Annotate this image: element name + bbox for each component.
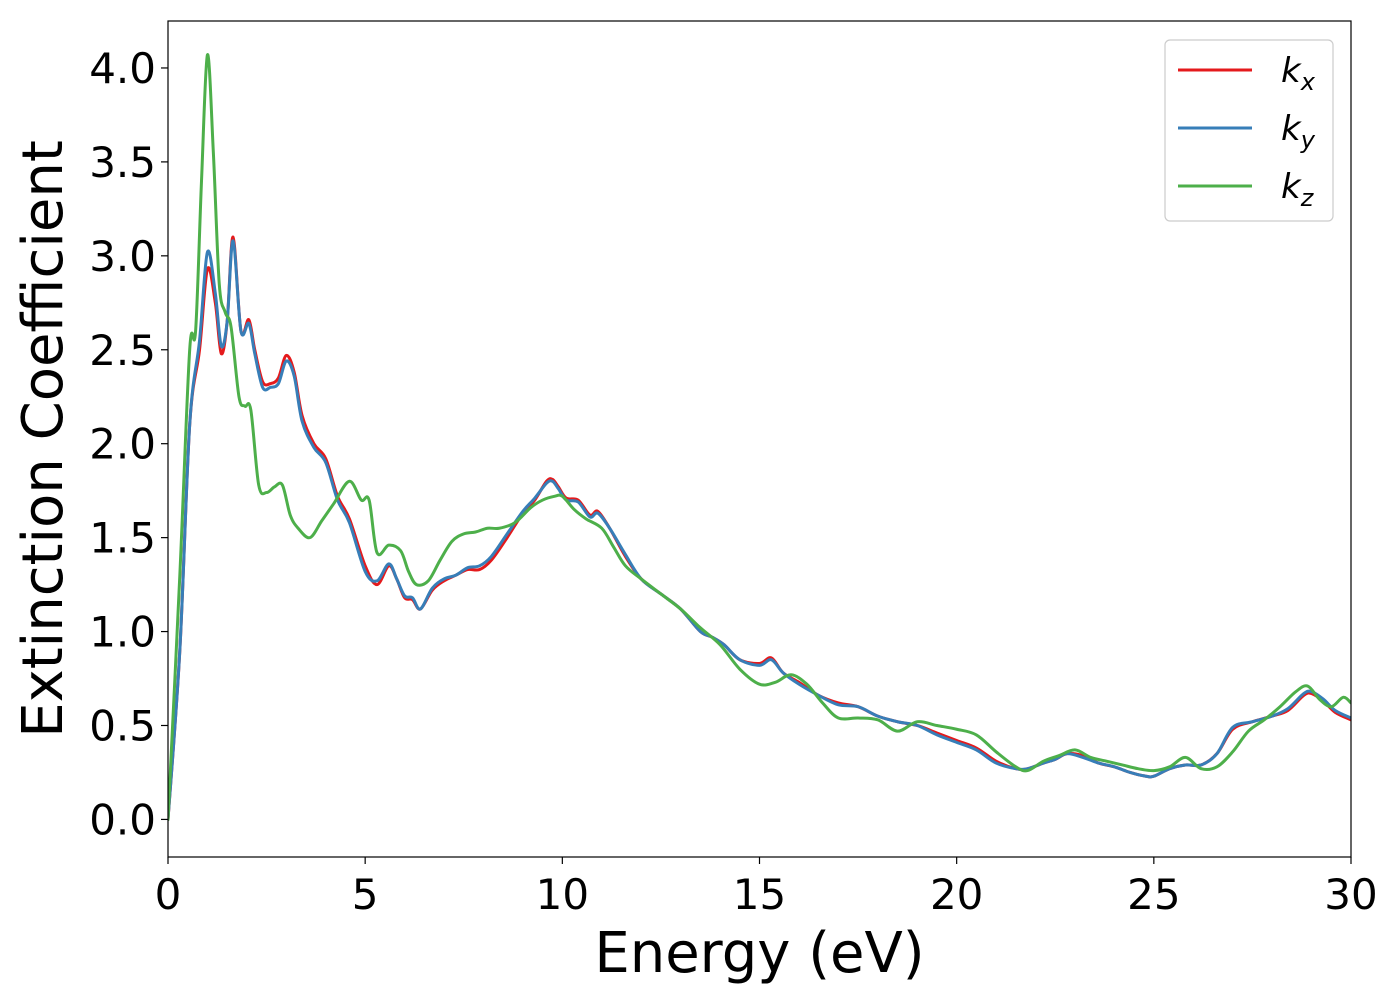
y-tick-label: 1.5 — [89, 514, 156, 563]
y-axis: 0.0 0.5 1.0 1.5 2.0 2.5 3.0 3.5 4.0 — [89, 44, 168, 844]
legend-item-kx: kx — [1178, 51, 1316, 96]
y-tick-label: 3.5 — [89, 138, 156, 187]
legend-item-ky: ky — [1178, 109, 1316, 154]
legend-label-kz: kz — [1281, 167, 1315, 212]
legend-label-subscript: z — [1300, 184, 1315, 212]
series-layer — [168, 53, 1351, 821]
legend-label-subscript: x — [1300, 68, 1316, 96]
legend-box — [1164, 39, 1334, 222]
x-tick-label: 10 — [536, 870, 589, 919]
y-axis-title: Extinction Coefficient — [11, 140, 76, 738]
series-line-ky — [168, 239, 1351, 821]
x-tick-label: 20 — [930, 870, 983, 919]
y-tick-label: 3.0 — [89, 232, 156, 281]
legend-label-ky: ky — [1281, 109, 1316, 154]
x-tick-label: 30 — [1324, 870, 1377, 919]
legend-label-kx: kx — [1281, 51, 1316, 96]
y-tick-label: 0.5 — [89, 701, 156, 750]
x-axis-title: Energy (eV) — [594, 921, 924, 986]
legend-label-subscript: y — [1300, 126, 1316, 154]
legend-item-kz: kz — [1178, 167, 1315, 212]
y-tick-label: 4.0 — [89, 44, 156, 93]
y-tick-label: 1.0 — [89, 608, 156, 657]
series-line-kz — [168, 53, 1351, 821]
legend-label-main: k — [1281, 167, 1302, 207]
x-axis: 0 5 10 15 20 25 30 — [155, 857, 1378, 919]
y-tick-label: 0.0 — [89, 795, 156, 844]
x-tick-label: 15 — [733, 870, 786, 919]
y-tick-label: 2.5 — [89, 326, 156, 375]
legend-label-main: k — [1281, 51, 1302, 91]
legend-label-main: k — [1281, 109, 1302, 149]
x-tick-label: 25 — [1127, 870, 1180, 919]
x-tick-label: 0 — [155, 870, 182, 919]
x-tick-label: 5 — [352, 870, 379, 919]
y-tick-label: 2.0 — [89, 420, 156, 469]
